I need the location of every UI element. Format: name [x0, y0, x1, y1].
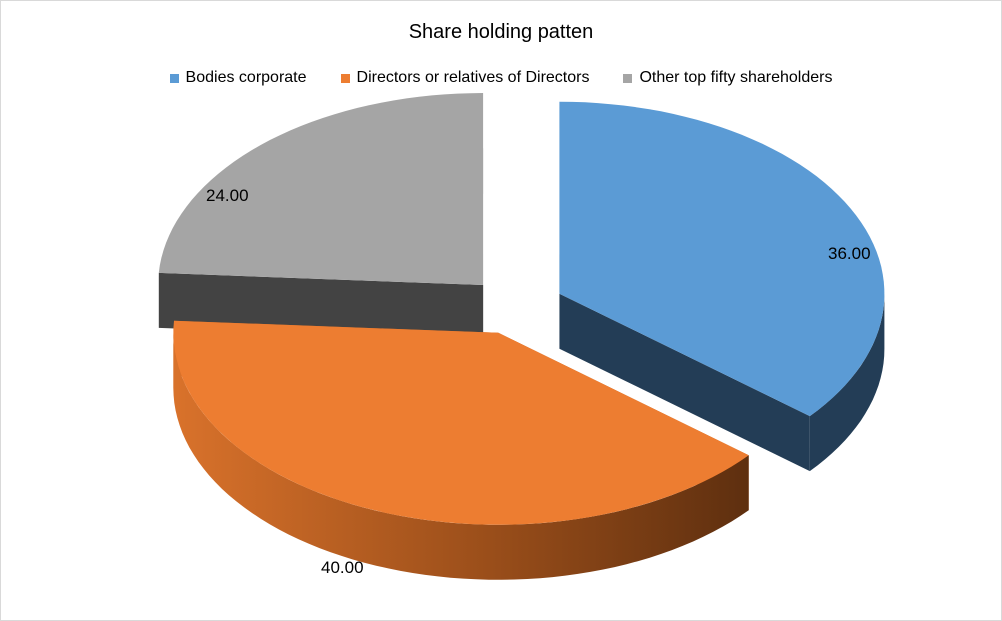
legend-label-bodies-corporate: Bodies corporate: [185, 69, 307, 86]
pie-slice-directors: [173, 320, 749, 525]
pie-slice-bodies-corporate: [559, 101, 885, 417]
legend-swatch-bodies-corporate: [169, 73, 179, 83]
legend-swatch-directors: [340, 73, 350, 83]
legend-item-other-shareholders: Other top fifty shareholders: [623, 69, 832, 87]
pie-wall-bodies-corporate-1: [559, 293, 810, 472]
legend-item-directors: Directors or relatives of Directors: [340, 69, 590, 87]
chart-title: Share holding patten: [408, 21, 594, 43]
data-label-other-shareholders: 24.00: [206, 186, 249, 205]
pie-side-directors: [173, 332, 749, 580]
data-label-directors: 40.00: [321, 558, 364, 577]
legend-label-other-shareholders: Other top fifty shareholders: [639, 69, 833, 86]
legend: Bodies corporate Directors or relatives …: [1, 69, 1001, 87]
pie-slice-other-shareholders: [158, 93, 484, 286]
pie-side-bodies-corporate: [809, 293, 885, 472]
legend-item-bodies-corporate: Bodies corporate: [169, 69, 307, 87]
legend-swatch-other-shareholders: [623, 73, 633, 83]
data-label-bodies-corporate: 36.00: [828, 244, 871, 263]
legend-label-directors: Directors or relatives of Directors: [356, 69, 590, 86]
